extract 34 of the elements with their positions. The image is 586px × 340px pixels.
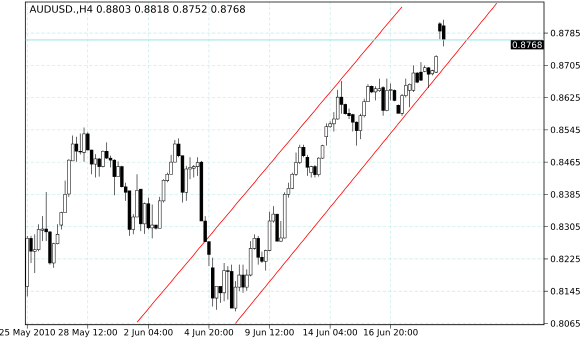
candlestick bbox=[241, 264, 245, 294]
candlestick bbox=[385, 78, 389, 112]
candlestick bbox=[150, 204, 154, 239]
candlestick bbox=[434, 54, 438, 74]
candlestick bbox=[74, 136, 78, 162]
candlestick bbox=[94, 154, 98, 178]
x-tick-label: 25 May 2010 bbox=[0, 328, 55, 338]
candlestick bbox=[419, 62, 423, 82]
candlestick bbox=[442, 19, 446, 47]
candlestick bbox=[82, 127, 86, 162]
y-tick-label: 0.8305 bbox=[550, 223, 580, 230]
candlestick bbox=[324, 123, 328, 146]
y-tick-label: 0.8385 bbox=[550, 191, 580, 198]
candlestick bbox=[438, 22, 442, 40]
candlestick bbox=[256, 236, 260, 265]
x-tick-label: 9 Jun 12:00 bbox=[245, 328, 294, 338]
y-tick-label: 0.8465 bbox=[550, 158, 580, 166]
candlestick bbox=[112, 159, 116, 196]
y-tick-label: 0.8625 bbox=[550, 94, 580, 101]
y-tick-label: 0.8065 bbox=[550, 320, 580, 327]
ref-line-label: 0.8768 bbox=[512, 42, 542, 48]
chart-title: AUDUSD.,H4 0.8803 0.8818 0.8752 0.8768 bbox=[30, 5, 245, 14]
x-tick-label: 16 Jun 20:00 bbox=[364, 328, 418, 338]
candlestick bbox=[426, 66, 430, 88]
y-tick-label: 0.8705 bbox=[550, 62, 580, 69]
candlestick bbox=[222, 262, 226, 302]
x-tick-label: 2 Jun 04:00 bbox=[124, 328, 173, 338]
y-tick-label: 0.8785 bbox=[550, 30, 580, 36]
x-tick-label: 28 May 12:00 bbox=[58, 328, 117, 338]
x-tick-label: 4 Jun 20:00 bbox=[184, 328, 234, 338]
y-tick-label: 0.8145 bbox=[550, 288, 580, 294]
y-tick-label: 0.8225 bbox=[550, 256, 580, 262]
x-tick-label: 14 Jun 04:00 bbox=[304, 328, 358, 338]
y-tick-label: 0.8545 bbox=[550, 126, 580, 134]
